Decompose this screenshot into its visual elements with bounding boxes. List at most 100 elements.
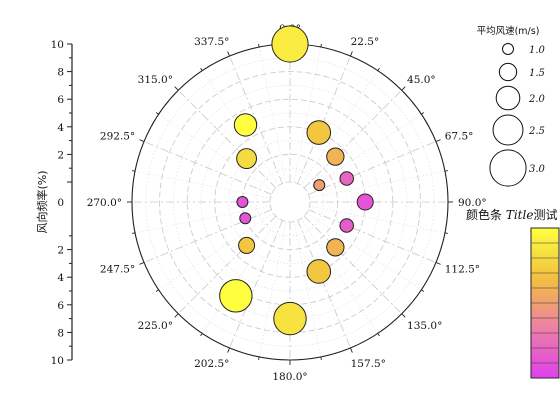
radial-tick-label: 4 <box>57 122 64 134</box>
colorbar-title-prefix: 颜色条 <box>466 207 506 222</box>
angle-label: 315.0° <box>138 74 173 86</box>
colorbar-title-italic: Title <box>506 208 534 222</box>
outer-tick <box>132 170 136 172</box>
outer-tick <box>320 356 322 360</box>
radial-tick-label: 10 <box>51 355 64 367</box>
outer-tick <box>320 44 322 48</box>
bubble-point <box>306 120 332 145</box>
angle-label: 202.5° <box>194 358 229 370</box>
size-legend-label: 1.0 <box>529 45 546 56</box>
outer-tick <box>435 139 441 142</box>
bubble-point <box>313 179 326 192</box>
size-legend-label: 2.0 <box>528 94 546 105</box>
bubble-point <box>271 25 309 63</box>
outer-tick <box>401 313 406 318</box>
outer-tick <box>258 44 260 48</box>
grid-spoke <box>229 220 283 349</box>
outer-tick <box>435 262 441 265</box>
size-legend-bubble <box>502 43 514 55</box>
outer-tick <box>350 347 353 353</box>
outer-tick <box>155 289 159 292</box>
radial-tick-label: 2 <box>57 245 64 257</box>
bubble-series <box>219 25 374 336</box>
outer-tick <box>139 262 145 265</box>
outer-tick <box>377 67 380 71</box>
grid-spoke <box>177 89 277 189</box>
radial-tick-label: 6 <box>57 94 64 106</box>
outer-tick <box>227 51 230 57</box>
bubble-point <box>273 301 307 336</box>
bubble-point <box>233 113 258 137</box>
angle-label: 292.5° <box>100 130 135 142</box>
outer-tick <box>421 289 425 292</box>
outer-tick <box>401 86 406 91</box>
outer-tick <box>132 232 136 234</box>
size-legend-label: 1.5 <box>529 68 545 79</box>
angle-label: 67.5° <box>445 130 474 142</box>
grid-circle <box>159 71 421 333</box>
outer-tick <box>227 347 230 353</box>
grid-spoke <box>143 209 272 263</box>
colorbar: 颜色条 Title测试 5.06.07.08.09.010.011.012.01… <box>466 207 560 379</box>
bubble-point <box>236 196 249 208</box>
grid-circle <box>269 181 311 223</box>
angle-label: 90.0° <box>458 197 487 209</box>
size-legend-label: 2.5 <box>528 126 545 137</box>
radial-tick-label: 4 <box>57 272 64 284</box>
size-legend-label: 3.0 <box>529 164 546 175</box>
size-legend: 平均风速(m/s) 1.0 1.5 2.0 2.5 3.0 <box>477 25 546 187</box>
bubble-point <box>326 147 345 166</box>
bubble-point <box>326 238 345 257</box>
outer-tick <box>350 51 353 57</box>
colorbar-title-suffix: 测试 <box>533 207 557 222</box>
grid-spoke <box>143 141 272 195</box>
angle-label: 247.5° <box>100 264 135 276</box>
bubble-point <box>219 279 253 313</box>
angle-label: 337.5° <box>194 36 229 48</box>
grid-spoke <box>308 141 437 195</box>
bubble-point <box>339 218 354 233</box>
radial-tick-label: 6 <box>57 300 64 312</box>
radial-tick-label: 0 <box>57 197 64 209</box>
outer-tick <box>444 232 448 234</box>
bubble-point <box>339 171 354 186</box>
outer-tick <box>174 313 179 318</box>
angle-label: 225.0° <box>138 320 173 332</box>
outer-tick <box>200 333 203 337</box>
grid-spoke <box>297 55 351 184</box>
minor-grid-circle <box>228 140 352 264</box>
radial-tick-label: 10 <box>51 39 64 51</box>
grid-spoke <box>297 220 351 349</box>
size-legend-bubble <box>498 62 518 82</box>
grid-spoke <box>308 209 437 263</box>
angle-label: 135.0° <box>407 320 442 332</box>
bubble-point <box>306 259 332 284</box>
radial-tick-label: 8 <box>57 67 64 79</box>
outer-tick <box>200 67 203 71</box>
outer-tick <box>139 139 145 142</box>
bubble-point <box>238 236 256 254</box>
y-axis-label: 风向频率(%) <box>35 170 49 233</box>
size-legend-bubble <box>489 149 527 187</box>
bubble-point <box>239 212 252 225</box>
bubble-point <box>356 193 374 211</box>
minor-grid-spoke <box>201 218 280 334</box>
outer-tick <box>174 86 179 91</box>
outer-tick <box>421 112 425 115</box>
radial-tick-label: 8 <box>57 327 64 339</box>
grid-spoke <box>177 215 277 315</box>
angle-label: 22.5° <box>351 36 380 48</box>
size-legend-title: 平均风速(m/s) <box>477 25 540 37</box>
grid-spoke <box>303 215 403 315</box>
radial-tick-label: 2 <box>57 149 64 161</box>
angle-label: 157.5° <box>351 358 386 370</box>
size-legend-bubble <box>492 114 524 146</box>
radial-axis: 0 2 2 4 4 6 6 8 8 10 10 <box>51 39 73 367</box>
outer-tick <box>258 356 260 360</box>
angle-label: 270.0° <box>87 197 122 209</box>
outer-tick <box>377 333 380 337</box>
angle-label: 45.0° <box>407 74 436 86</box>
angle-label: 112.5° <box>445 264 480 276</box>
minor-grid-circle <box>255 167 325 237</box>
